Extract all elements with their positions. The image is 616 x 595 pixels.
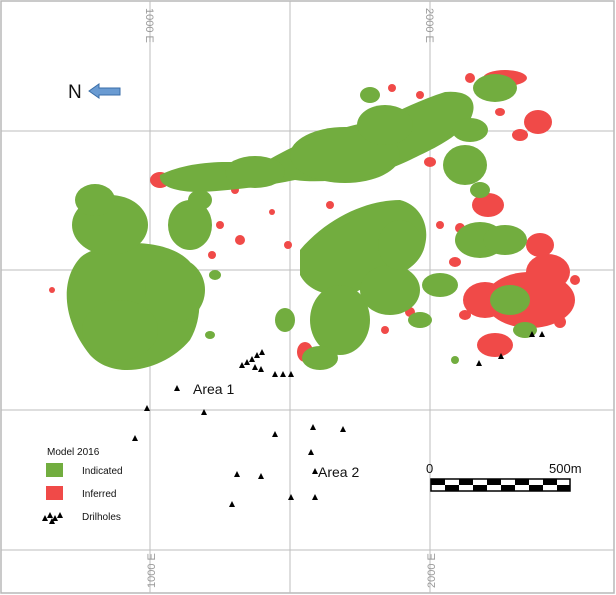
scale-bar-end-label: 500m [549, 461, 582, 476]
grid-label-1000e-bottom: 1000 E [146, 553, 158, 588]
legend-inferred-swatch [46, 486, 63, 500]
grid-label-2000e-bottom: 2000 E [426, 553, 438, 588]
indicated-blocks [66, 74, 537, 371]
drillhole-markers [132, 331, 545, 507]
legend-inferred-label: Inferred [82, 489, 116, 500]
scale-bar: 0 500m [426, 461, 582, 492]
legend: Model 2016 Indicated Inferred Drilholes [42, 447, 123, 524]
grid-label-1000e-top: 1000 E [143, 8, 155, 43]
area-2-label: Area 2 [318, 464, 359, 480]
north-label: N [68, 82, 82, 103]
area-1-label: Area 1 [193, 381, 234, 397]
triangle-marker-icon [42, 512, 63, 524]
legend-indicated-swatch [46, 463, 63, 477]
legend-indicated-label: Indicated [82, 466, 123, 477]
grid-label-2000e-top: 2000 E [423, 8, 435, 43]
north-arrow: N [68, 82, 121, 103]
legend-title: Model 2016 [47, 447, 100, 458]
scale-bar-start-label: 0 [426, 461, 433, 476]
legend-drillholes-label: Drilholes [82, 512, 121, 523]
north-arrow-icon [88, 83, 121, 99]
